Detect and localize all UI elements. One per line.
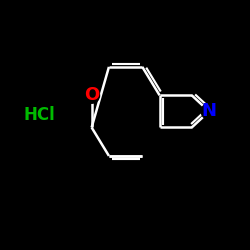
- Text: O: O: [84, 86, 99, 104]
- Circle shape: [84, 88, 100, 103]
- Circle shape: [201, 104, 217, 119]
- Text: HCl: HCl: [24, 106, 56, 124]
- Text: N: N: [202, 102, 216, 120]
